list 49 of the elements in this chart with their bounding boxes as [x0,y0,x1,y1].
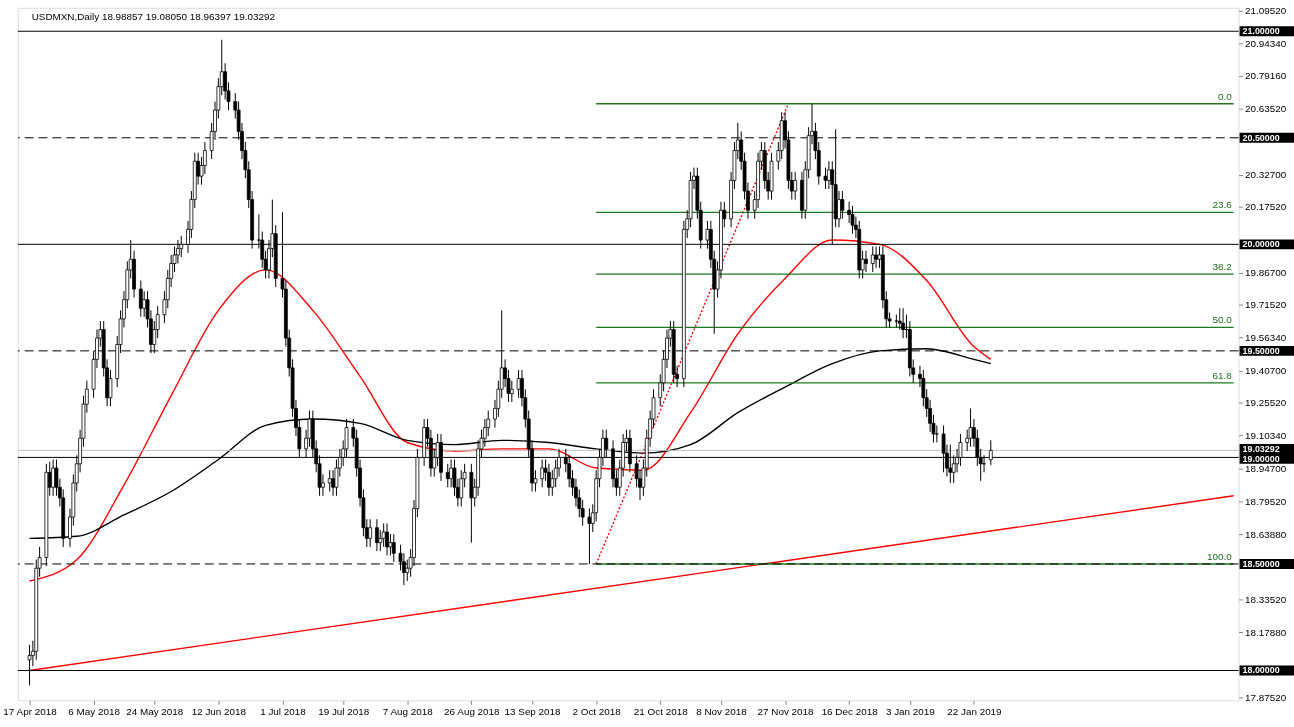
y-tick-label: 18.94700 [1245,463,1287,475]
y-tick-label: 21.09520 [1245,5,1287,17]
x-tick-label: 24 May 2018 [126,705,184,717]
annotation: 23.6 [1212,199,1233,211]
x-tick-label: 19 Jul 2018 [318,705,370,717]
y-tick-label: 20.17520 [1245,201,1287,213]
ref-line-label: 20.50000 [1242,132,1280,143]
x-tick-label: 16 Dec 2018 [821,705,879,717]
y-tick-label: 18.33520 [1245,593,1287,605]
ref-line-label: 21.00000 [1242,26,1280,37]
ref-line-label: 18.00000 [1242,665,1280,676]
x-tick-label: 13 Sep 2018 [504,705,562,717]
ref-line-label: 20.00000 [1242,239,1280,250]
ref-line-label: 18.50000 [1242,558,1280,569]
y-tick-label: 18.79520 [1245,495,1287,507]
x-tick-label: 1 Jul 2018 [260,705,307,717]
x-tick-label: 22 Jan 2019 [947,705,1003,717]
annotation: 38.2 [1212,261,1232,273]
x-tick-label: 6 May 2018 [68,705,121,717]
x-tick-label: 3 Jan 2019 [885,705,936,717]
x-tick-label: 21 Oct 2018 [633,705,689,717]
x-tick-label: 17 Apr 2018 [3,705,58,717]
y-tick-label: 20.79160 [1245,70,1287,82]
annotation: 61.8 [1212,369,1233,381]
ref-line-label: 19.50000 [1242,345,1280,356]
annotation: 50.0 [1212,314,1233,326]
x-tick-label: 12 Jun 2018 [191,705,247,717]
x-tick-label: 7 Aug 2018 [382,705,434,717]
y-tick-label: 19.10340 [1245,429,1287,441]
y-tick-label: 17.87520 [1245,691,1287,703]
y-tick-label: 18.63880 [1245,528,1287,540]
x-tick-label: 8 Nov 2018 [696,705,748,717]
y-tick-label: 19.40700 [1245,365,1287,377]
x-tick-label: 26 Aug 2018 [444,705,501,717]
ref-line-label: 19.03292 [1242,443,1280,454]
y-tick-label: 19.71520 [1245,299,1287,311]
x-tick-label: 27 Nov 2018 [757,705,815,717]
ref-line-label: 19.00000 [1242,453,1280,464]
x-tick-label: 2 Oct 2018 [572,705,622,717]
y-tick-label: 19.56340 [1245,331,1287,343]
annotation: 100.0 [1206,550,1233,562]
chart-title: USDMXN,Daily 18.98857 19.08050 18.96397 19.03292 [31,10,275,22]
annotation: 0.0 [1217,90,1233,102]
y-tick-label: 19.25520 [1245,397,1287,409]
y-tick-label: 19.86700 [1245,267,1287,279]
y-tick-label: 20.32700 [1245,169,1287,181]
y-tick-label: 20.94340 [1245,37,1287,49]
y-tick-label: 20.63520 [1245,103,1287,115]
y-tick-label: 18.17880 [1245,626,1287,638]
